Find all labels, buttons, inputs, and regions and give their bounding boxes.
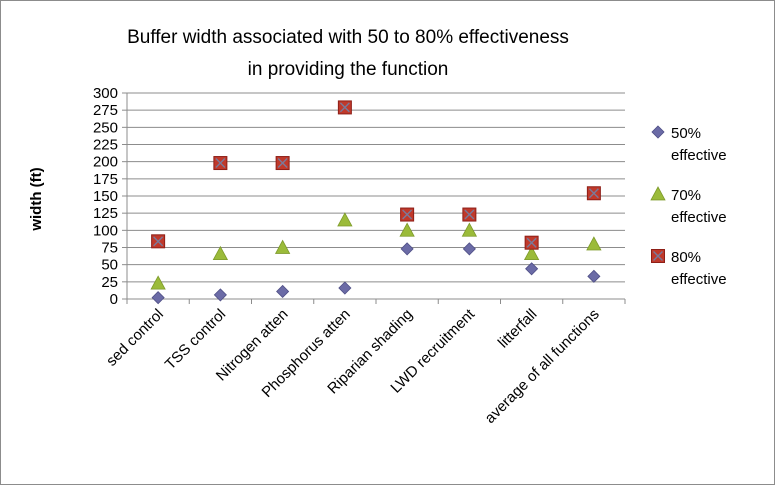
data-point-diamond (525, 262, 539, 276)
data-point-triangle (212, 245, 229, 261)
data-point-diamond (587, 269, 601, 283)
y-tick-label: 175 (93, 171, 118, 188)
data-point-square (151, 234, 166, 249)
y-tick-label: 300 (93, 85, 118, 102)
legend-marker-diamond (651, 125, 665, 139)
data-point-triangle (399, 222, 415, 237)
y-tick-label: 100 (93, 222, 118, 239)
data-point-square (213, 156, 228, 171)
y-tick-label: 0 (110, 291, 118, 308)
data-point-triangle (586, 236, 602, 251)
chart-title-line-2: in providing the function (248, 59, 449, 80)
data-point-diamond (151, 291, 165, 305)
y-tick-label: 125 (93, 205, 118, 222)
y-tick-label: 75 (101, 240, 118, 257)
y-tick-label: 200 (93, 154, 118, 171)
data-point-square (586, 186, 601, 201)
legend-label: 70% (671, 187, 701, 204)
legend-marker-triangle (650, 186, 666, 201)
legend-marker-square (651, 249, 665, 263)
gridlines (127, 92, 625, 283)
chart-title-line-1: Buffer width associated with 50 to 80% e… (127, 27, 569, 48)
y-axis-label: width (ft) (28, 167, 45, 231)
data-point-square (462, 207, 477, 222)
data-point-square (524, 235, 539, 250)
y-tick-label: 50 (101, 257, 118, 274)
data-point-triangle (150, 275, 166, 290)
legend: 50% effective 70% effective 80% effective (650, 125, 727, 288)
data-point-square (337, 100, 352, 115)
y-tick-label: 150 (93, 188, 118, 205)
y-tick-label: 275 (93, 102, 118, 119)
data-point-triangle (461, 222, 478, 237)
data-point-triangle (523, 245, 540, 261)
data-point-triangle (274, 239, 291, 254)
x-category-label: average of all functions (482, 306, 603, 427)
data-point-diamond (338, 281, 352, 295)
x-category-label: TSS control (162, 306, 229, 373)
data-point-diamond (213, 288, 227, 302)
data-series (150, 100, 602, 305)
legend-label: effective (671, 271, 727, 288)
data-point-diamond (276, 284, 290, 299)
legend-label: 80% (671, 249, 701, 266)
y-tick-label: 250 (93, 119, 118, 136)
data-point-diamond (462, 242, 476, 256)
data-point-diamond (400, 242, 414, 256)
axes (122, 92, 626, 304)
data-point-square (400, 207, 415, 222)
x-category-label: sed control (103, 306, 167, 370)
legend-label: effective (671, 209, 727, 226)
y-tick-label: 225 (93, 137, 118, 154)
data-point-square (275, 156, 290, 171)
x-category-label: litterfall (495, 306, 541, 352)
data-point-triangle (337, 212, 353, 227)
legend-label: effective (671, 147, 727, 164)
legend-label: 50% (671, 125, 701, 142)
y-tick-label: 25 (101, 274, 118, 291)
